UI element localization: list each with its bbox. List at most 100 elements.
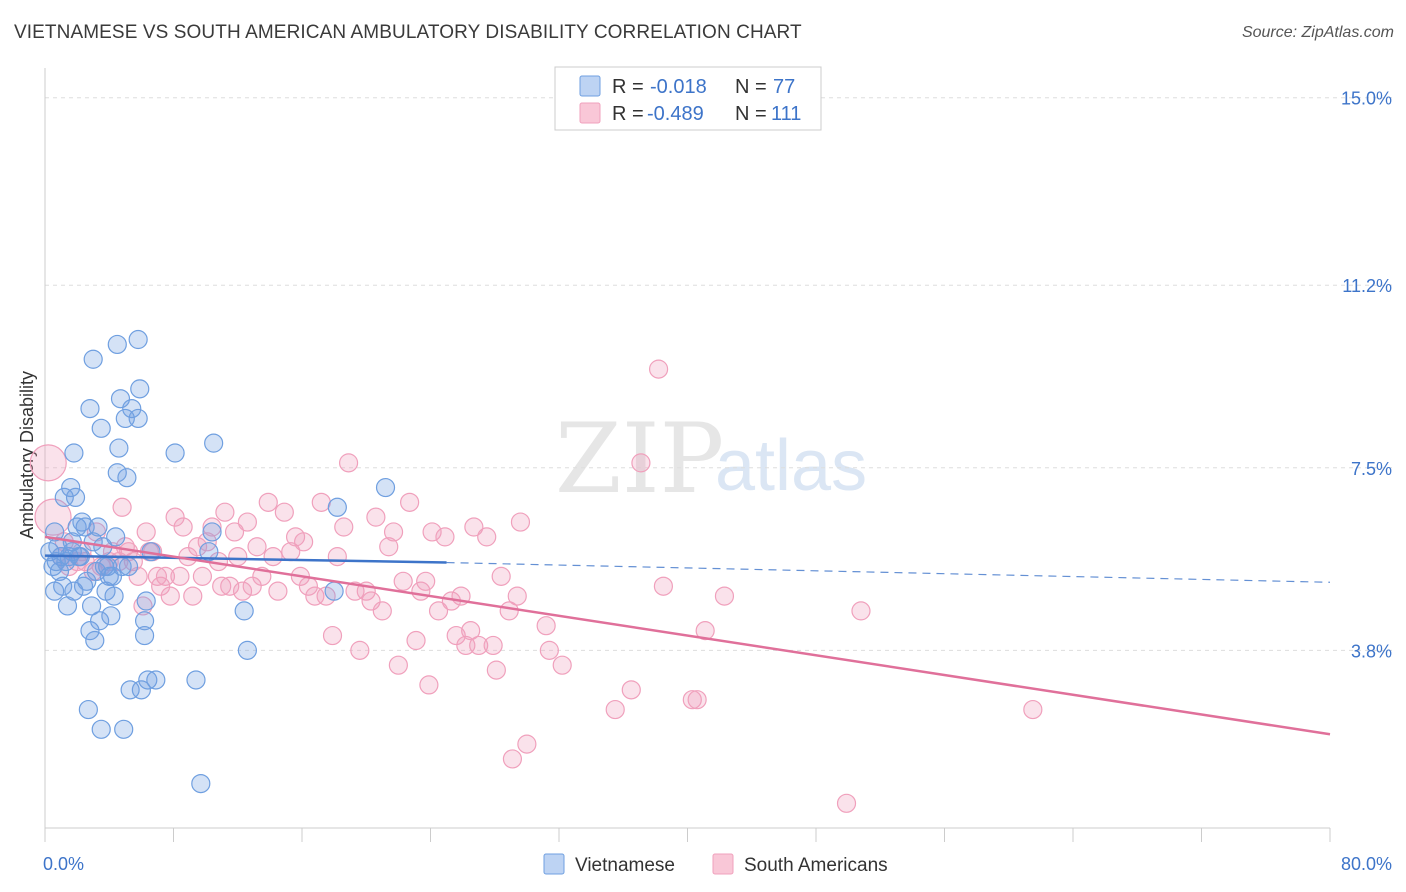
legend-n-value-2: 111 xyxy=(771,103,801,125)
vietnamese-point xyxy=(324,581,344,601)
south-americans-point xyxy=(268,581,288,601)
vietnamese-point xyxy=(327,497,347,517)
vietnamese-point xyxy=(131,680,151,700)
south-americans-point xyxy=(173,517,193,537)
legend-r-value-1: -0.018 xyxy=(650,76,707,98)
south-americans-point xyxy=(510,512,531,532)
vietnamese-point xyxy=(81,596,102,616)
south-americans-point xyxy=(695,621,715,641)
vietnamese-point xyxy=(202,522,222,542)
vietnamese-point xyxy=(53,576,73,596)
south-americans-point xyxy=(187,537,208,557)
vietnamese-point xyxy=(104,586,124,606)
south-americans-trend-line xyxy=(44,535,1331,736)
vietnamese-point xyxy=(88,517,108,537)
vietnamese-point xyxy=(78,699,98,720)
series-legend-swatch-south-americans xyxy=(712,853,734,875)
south-americans-point xyxy=(136,522,156,542)
south-americans-point xyxy=(228,547,248,567)
south-americans-point xyxy=(212,576,232,596)
south-americans-point xyxy=(192,566,213,586)
watermark-zip: ZIP xyxy=(555,403,724,515)
x-tick-labels: 0.0% 80.0% xyxy=(43,854,1392,874)
south-americans-point xyxy=(334,517,354,537)
south-americans-point xyxy=(483,635,503,656)
trend-lines xyxy=(44,535,1331,736)
south-americans-point xyxy=(258,492,278,512)
vietnamese-point xyxy=(234,601,254,621)
vietnamese-point xyxy=(49,561,70,582)
south-americans-point xyxy=(621,680,641,700)
chart-source: Source: ZipAtlas.com xyxy=(1241,24,1394,41)
series-legend-swatch-vietnamese xyxy=(543,853,565,875)
vietnamese-point xyxy=(237,640,257,660)
south-americans-point xyxy=(552,655,572,675)
correlation-legend: R = -0.018 N = 77 R = -0.489 N = 111 xyxy=(554,66,822,131)
south-americans-point xyxy=(224,522,245,542)
vietnamese-point xyxy=(85,630,105,651)
south-americans-point xyxy=(202,517,222,537)
south-americans-point xyxy=(345,581,365,601)
series-legend-label-vietnamese: Vietnamese xyxy=(575,855,675,876)
south-americans-point xyxy=(1023,699,1043,720)
vietnamese-point xyxy=(64,581,84,601)
south-americans-point xyxy=(165,507,185,527)
south-americans-point xyxy=(469,635,489,656)
south-americans-point xyxy=(322,625,343,646)
south-americans-point xyxy=(507,586,527,606)
south-americans-point xyxy=(851,601,871,621)
south-americans-point xyxy=(350,640,370,660)
south-americans-point xyxy=(836,793,857,813)
y-tick-label: 11.2% xyxy=(1342,276,1392,296)
chart-title: VIETNAMESE VS SOUTH AMERICAN AMBULATORY … xyxy=(14,22,802,43)
vietnamese-point xyxy=(80,621,100,641)
south-americans-point xyxy=(379,537,399,557)
south-americans-point xyxy=(464,517,484,537)
watermark-atlas: atlas xyxy=(715,426,867,506)
south-americans-point xyxy=(311,492,331,512)
vietnamese-point xyxy=(128,329,148,350)
vietnamese-point xyxy=(106,527,126,547)
series-legend: Vietnamese South Americans xyxy=(543,853,888,876)
south-americans-point xyxy=(388,655,408,675)
vietnamese-point xyxy=(114,719,134,739)
south-americans-point xyxy=(631,453,651,473)
vietnamese-trend-line xyxy=(44,554,447,564)
series-legend-label-south-americans: South Americans xyxy=(744,855,888,876)
south-americans-point xyxy=(247,537,267,557)
south-americans-point xyxy=(400,492,420,512)
legend-r-label-1: R = xyxy=(612,76,644,98)
vietnamese-point xyxy=(117,468,137,488)
south-americans-point xyxy=(338,453,359,473)
south-americans-point xyxy=(242,576,262,596)
south-americans-point xyxy=(197,532,217,552)
south-americans-point xyxy=(653,576,674,596)
vietnamese-points xyxy=(40,329,396,794)
vietnamese-point xyxy=(118,556,139,577)
south-americans-point xyxy=(327,547,347,567)
south-americans-point xyxy=(517,734,537,754)
south-americans-points xyxy=(29,359,1043,813)
y-tick-label: 3.8% xyxy=(1351,641,1392,661)
legend-r-value-2: -0.489 xyxy=(647,103,704,125)
vietnamese-point xyxy=(54,487,74,508)
south-americans-point xyxy=(305,586,325,606)
vietnamese-point xyxy=(375,477,396,498)
legend-n-label-2: N = xyxy=(735,103,767,125)
south-americans-point xyxy=(383,522,404,542)
vietnamese-point xyxy=(61,477,81,498)
south-americans-point xyxy=(155,566,176,586)
vietnamese-point xyxy=(90,611,110,631)
vietnamese-point xyxy=(107,463,127,483)
south-americans-point xyxy=(232,581,253,601)
south-americans-point xyxy=(539,640,559,660)
south-americans-point xyxy=(714,586,735,606)
x-tick-label: 0.0% xyxy=(43,854,84,874)
vietnamese-point xyxy=(80,398,100,419)
vietnamese-point xyxy=(122,398,142,419)
south-americans-point xyxy=(435,527,455,547)
south-americans-point xyxy=(393,571,413,591)
legend-n-label-1: N = xyxy=(735,76,767,98)
south-americans-point xyxy=(372,601,392,621)
